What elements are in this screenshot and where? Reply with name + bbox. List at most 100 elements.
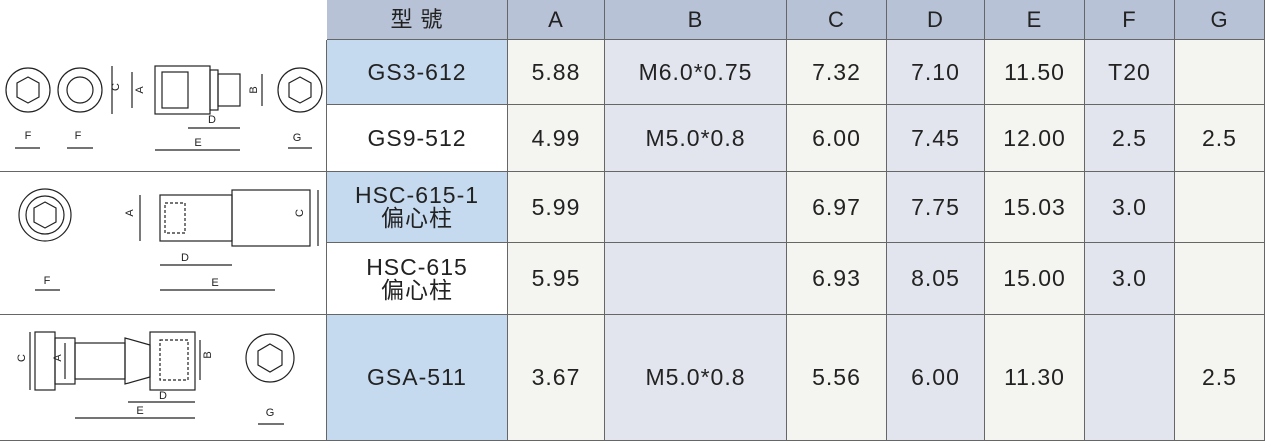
- value-cell: 6.93: [787, 243, 887, 315]
- value-cell: 6.00: [787, 105, 887, 172]
- cell-text: 2.5: [1112, 124, 1147, 151]
- dimension-label: C: [110, 83, 122, 91]
- header-cell: D: [887, 0, 985, 40]
- dimension-label: D: [181, 252, 189, 264]
- cell-text: 6.93: [812, 265, 861, 291]
- cell-text: 3.0: [1112, 193, 1147, 220]
- cell-text: 2.5: [1202, 124, 1237, 151]
- drawing-2: [18, 188, 319, 291]
- dimension-label: C: [294, 209, 306, 217]
- dimension-label: A: [52, 354, 64, 362]
- value-cell: 7.45: [887, 105, 985, 172]
- value-cell: T20: [1085, 40, 1175, 105]
- value-cell: 7.32: [787, 40, 887, 105]
- value-cell: [1175, 40, 1265, 105]
- model-cell: HSC-615 偏心柱: [327, 243, 508, 315]
- cell-text: GSA-511: [367, 364, 467, 390]
- value-cell: 2.5: [1175, 105, 1265, 172]
- cell-text: 15.03: [1003, 193, 1066, 220]
- dimension-label: F: [44, 275, 51, 287]
- cell-text: A: [548, 6, 564, 32]
- drawing-cell: [0, 172, 327, 315]
- cell-text: 5.56: [812, 364, 861, 390]
- dimension-label: E: [136, 405, 143, 417]
- cell-text: 7.75: [911, 193, 960, 220]
- dimension-label: E: [194, 137, 201, 149]
- cell-text: 5.95: [531, 265, 581, 291]
- cell-text: 7.45: [911, 124, 960, 151]
- cell-text: 11.30: [1004, 364, 1065, 390]
- cell-text: 5.99: [531, 193, 581, 220]
- cell-text: 偏心柱: [381, 205, 453, 231]
- dimension-label: D: [208, 114, 216, 126]
- cell-text: F: [1122, 6, 1137, 32]
- value-cell: 5.95: [508, 243, 605, 315]
- value-cell: 2.5: [1085, 105, 1175, 172]
- header-cell: B: [605, 0, 787, 40]
- value-cell: 11.30: [985, 315, 1085, 441]
- value-cell: 15.03: [985, 172, 1085, 243]
- header-cell: F: [1085, 0, 1175, 40]
- cell-text: HSC-615-1: [354, 182, 480, 208]
- cell-text: 11.50: [1004, 58, 1065, 85]
- drawing-3: [29, 331, 295, 425]
- value-cell: 4.99: [508, 105, 605, 172]
- drawing-cell: [0, 40, 327, 172]
- value-cell: 5.88: [508, 40, 605, 105]
- cell-text: 3.0: [1112, 265, 1147, 291]
- cell-text: G: [1210, 6, 1229, 32]
- header-cell: G: [1175, 0, 1265, 40]
- cell-text: 6.97: [812, 193, 861, 220]
- value-cell: 11.50: [985, 40, 1085, 105]
- cell-text: GS9-512: [367, 124, 467, 151]
- value-cell: M5.0*0.8: [605, 315, 787, 441]
- dimension-label: E: [211, 277, 218, 289]
- value-cell: M5.0*0.8: [605, 105, 787, 172]
- value-cell: 7.75: [887, 172, 985, 243]
- cell-text: M5.0*0.8: [645, 124, 746, 151]
- cell-text: M6.0*0.75: [638, 58, 753, 85]
- value-cell: [605, 172, 787, 243]
- value-cell: 6.00: [887, 315, 985, 441]
- cell-text: 5.88: [531, 58, 581, 85]
- value-cell: 12.00: [985, 105, 1085, 172]
- value-cell: 5.56: [787, 315, 887, 441]
- dimension-label: G: [266, 407, 275, 419]
- cell-text: 偏心柱: [381, 276, 453, 303]
- value-cell: [605, 243, 787, 315]
- dimension-label: C: [16, 354, 28, 362]
- value-cell: [1175, 172, 1265, 243]
- value-cell: 8.05: [887, 243, 985, 315]
- cell-text: 7.32: [812, 58, 861, 85]
- cell-text: 3.67: [531, 364, 581, 390]
- cell-text: 8.05: [911, 265, 960, 291]
- dimension-label: B: [248, 86, 260, 93]
- cell-text: 7.10: [911, 58, 960, 85]
- cell-text: GS3-612: [367, 58, 467, 85]
- cell-text: 型 號: [390, 6, 444, 32]
- dimension-label: B: [202, 351, 214, 358]
- cell-text: C: [828, 6, 845, 32]
- value-cell: 7.10: [887, 40, 985, 105]
- dimension-label: A: [134, 86, 146, 94]
- value-cell: [1175, 243, 1265, 315]
- dimension-label: D: [159, 390, 167, 402]
- value-cell: [1085, 315, 1175, 441]
- value-cell: 3.0: [1085, 172, 1175, 243]
- cell-text: T20: [1108, 58, 1151, 85]
- model-cell: GSA-511: [327, 315, 508, 441]
- cell-text: HSC-615: [366, 253, 468, 280]
- dimension-label: F: [25, 130, 32, 142]
- header-cell: A: [508, 0, 605, 40]
- model-cell: GS3-612: [327, 40, 508, 105]
- value-cell: 6.97: [787, 172, 887, 243]
- cell-text: M5.0*0.8: [645, 364, 746, 390]
- cell-text: E: [1026, 6, 1043, 32]
- header-cell: 型 號: [327, 0, 508, 40]
- dimension-label: G: [293, 132, 302, 144]
- value-cell: 3.0: [1085, 243, 1175, 315]
- cell-text: 4.99: [531, 124, 581, 151]
- drawing-1: [5, 65, 323, 151]
